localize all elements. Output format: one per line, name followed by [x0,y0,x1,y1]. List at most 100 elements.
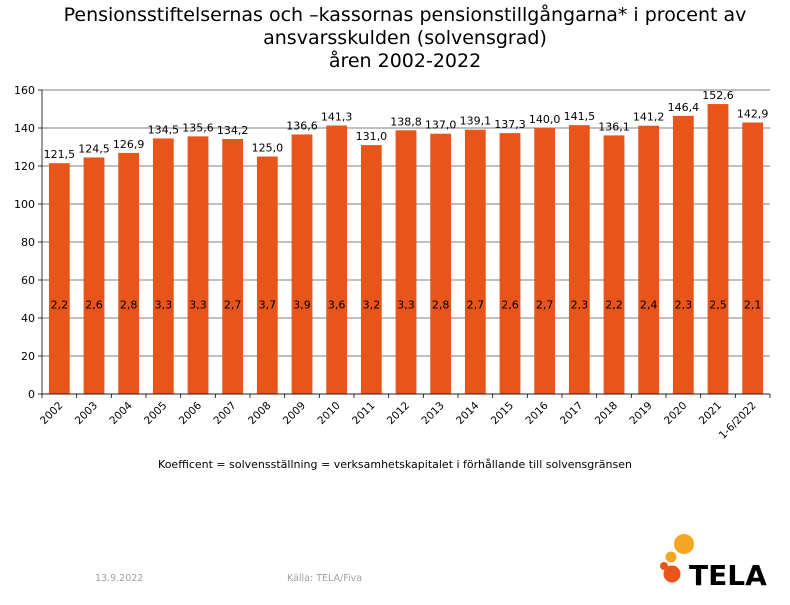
value-label: 126,9 [113,138,145,151]
value-label: 137,0 [425,119,457,132]
bar [742,122,764,395]
value-label: 131,0 [356,130,388,143]
coefficient-label: 3,3 [155,299,173,312]
y-tick-label: 120 [14,160,35,173]
bar [707,104,729,394]
bar [534,128,556,394]
x-category-label: 2003 [73,400,100,427]
x-category-label: 1-6/2022 [717,400,759,442]
chart-title: Pensionsstiftelsernas och –kassornas pen… [40,4,770,73]
coefficient-label: 3,6 [328,299,346,312]
y-tick-label: 140 [14,122,35,135]
coefficient-label: 2,3 [675,299,693,312]
bar [83,157,105,394]
x-category-label: 2006 [177,399,205,427]
bar [603,135,625,394]
tela-logo: TELA [655,533,767,593]
coefficient-label: 2,3 [571,299,589,312]
x-category-label: 2016 [523,399,551,427]
value-label: 138,8 [390,115,422,128]
bar-chart: 121,5 2,2 124,5 2,6 126,9 2,8 134,5 3,3 135,6 3,3… [14,84,771,442]
value-label: 137,3 [494,118,526,131]
coefficient-label: 3,2 [363,299,381,312]
bar [395,130,417,394]
footer-source: Källa: TELA/Fiva [287,573,363,584]
y-tick-label: 80 [21,236,35,249]
value-label: 134,5 [148,123,180,136]
coefficient-label: 2,7 [467,299,485,312]
x-category-label: 2021 [697,400,724,427]
bar [464,129,486,394]
x-category-label: 2002 [38,400,65,427]
coefficient-label: 2,2 [51,299,69,312]
coefficient-label: 3,7 [259,299,277,312]
x-category-label: 2005 [142,400,169,427]
y-tick-label: 0 [28,388,35,401]
coefficient-label: 2,8 [120,299,138,312]
value-label: 142,9 [737,107,769,120]
footer-date: 13.9.2022 [95,573,144,584]
coefficient-label: 2,4 [640,299,658,312]
value-label: 141,3 [321,111,353,124]
coefficient-label: 2,7 [224,299,242,312]
x-category-label: 2010 [315,400,342,427]
y-tick-label: 60 [21,274,35,287]
value-label: 124,5 [78,142,110,155]
value-label: 135,6 [182,121,214,134]
y-tick-label: 160 [14,84,35,97]
bars-layer [48,104,764,395]
x-category-label: 2007 [211,400,238,427]
value-label: 136,6 [286,119,318,132]
x-category-label: 2008 [246,400,273,427]
x-category-label: 2018 [593,400,620,427]
bar [291,134,313,394]
bar [568,125,590,395]
x-category-label: 2020 [662,400,689,427]
y-tick-label: 100 [14,198,35,211]
bar [152,138,174,394]
x-category-label: 2014 [454,399,482,427]
x-category-label: 2011 [350,400,377,427]
coefficient-label: 3,9 [293,299,311,312]
title-line-2: ansvarsskulden (solvensgrad) [263,27,547,49]
bar [222,139,244,394]
x-category-label: 2012 [385,400,412,427]
x-category-label: 2017 [558,400,585,427]
value-label: 141,5 [564,110,596,123]
coefficient-label: 2,5 [709,299,727,312]
bar [118,152,140,394]
value-label: 140,0 [529,113,561,126]
bar [638,125,660,394]
value-label: 146,4 [668,101,700,114]
value-label: 152,6 [702,89,734,102]
bar [672,115,694,394]
y-tick-label: 40 [21,312,35,325]
bar [187,136,209,395]
y-tick-label: 20 [21,350,35,363]
value-label: 134,2 [217,124,249,137]
coefficient-label: 2,6 [85,299,103,312]
value-label: 121,5 [44,148,76,161]
title-line-1: Pensionsstiftelsernas och –kassornas pen… [63,4,747,26]
x-category-label: 2019 [627,400,654,427]
x-category-label: 2009 [281,400,308,427]
bar [430,133,452,394]
value-label: 139,1 [460,115,492,128]
coefficient-label: 2,2 [605,299,623,312]
coefficient-label: 2,7 [536,299,554,312]
x-category-label: 2013 [419,400,446,427]
bar [499,133,521,394]
bar [360,145,382,394]
labels-layer: 121,5 2,2 124,5 2,6 126,9 2,8 134,5 3,3 135,6 3,3… [44,89,769,311]
title-line-3: åren 2002-2022 [328,50,482,72]
value-label: 125,0 [252,142,284,155]
x-category-label: 2004 [107,399,135,427]
coefficient-label: 3,3 [397,299,415,312]
x-category-label: 2015 [489,400,516,427]
logo-text: TELA [689,559,767,592]
coefficient-label: 3,3 [189,299,207,312]
tela-logo-icon [660,534,694,583]
coefficient-label: 2,8 [432,299,450,312]
bar [326,125,348,394]
coefficient-label: 2,1 [744,299,762,312]
